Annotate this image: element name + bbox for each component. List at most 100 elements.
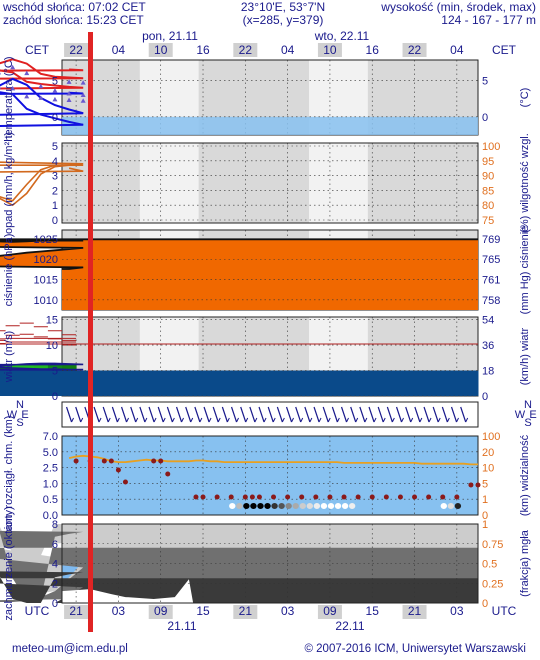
wind-arrow-head xyxy=(428,417,432,423)
wind-arrow-head xyxy=(171,417,175,423)
top-hour-label: 22 xyxy=(239,43,253,57)
top-hour-bg xyxy=(317,43,342,57)
bottom-hour-bg xyxy=(233,605,258,619)
tz-bottom-left: UTC xyxy=(25,604,50,618)
wind-arrow xyxy=(130,406,137,423)
day-label-bottom-2: 22.11 xyxy=(335,619,364,633)
visibility-right-tick: 5 xyxy=(482,478,488,490)
compass-e: E xyxy=(529,409,536,421)
wind-arrow xyxy=(194,406,201,423)
fog-dot xyxy=(341,503,349,509)
wind-arrow-head xyxy=(281,417,285,423)
cloud-base-dot xyxy=(256,494,262,500)
tz-bottom-right: UTC xyxy=(492,604,517,618)
precip-left-tick: 5 xyxy=(52,141,58,153)
compass-s: S xyxy=(16,417,23,429)
temperature-min-line xyxy=(0,77,84,127)
top-hour-bg xyxy=(402,43,427,57)
wind-left-tick: 15 xyxy=(46,315,58,327)
humidity-right-tick: 75 xyxy=(482,215,494,227)
wind-arrow-head xyxy=(410,417,414,423)
precip-left-tick: 1 xyxy=(52,200,58,212)
bottom-hour-bg xyxy=(275,605,300,619)
bottom-hour-label: 09 xyxy=(154,604,168,618)
wind-arrow-head xyxy=(401,417,404,423)
cloud-left-tick: 8 xyxy=(52,519,58,531)
fog-dot xyxy=(285,503,292,509)
bottom-hour-label: 21 xyxy=(69,604,83,618)
cloud-base-dot xyxy=(271,494,277,500)
wind-arrow xyxy=(240,406,247,423)
cloud-base-dot xyxy=(214,494,220,500)
bottom-hour-label: 09 xyxy=(323,604,337,618)
cloud-left-tick: 4 xyxy=(52,559,58,571)
wind-arrow-head xyxy=(373,417,377,423)
wind-arrow-head xyxy=(391,417,395,423)
wind-arrow xyxy=(285,406,293,423)
top-hour-label: 10 xyxy=(323,43,337,57)
fog-right-tick: 0.75 xyxy=(482,539,503,551)
bottom-hour-bg xyxy=(444,605,469,619)
sunset-text: zachód słońca: 15:23 CET xyxy=(3,13,144,27)
bottom-hour-label: 15 xyxy=(366,604,380,618)
top-hour-bg xyxy=(444,43,469,57)
ylabel-left: pion. rozciągł. chm. (km) xyxy=(3,416,15,536)
wind-arrow xyxy=(102,406,109,423)
wind-arrow xyxy=(276,406,283,423)
dewpoint-marker xyxy=(52,96,58,102)
cloud-base-dot xyxy=(193,494,199,500)
fog-area xyxy=(62,579,194,603)
wind-arrow-head xyxy=(327,417,331,423)
dewpoint-marker xyxy=(66,90,72,96)
fog-right-tick: 0 xyxy=(482,598,488,610)
fog-dot xyxy=(440,503,447,509)
ylabel-right: (frakcja) mgła xyxy=(519,529,531,597)
wind-arrow xyxy=(386,406,393,423)
wind-arrow-head xyxy=(355,417,359,423)
wind-arrow xyxy=(157,406,164,423)
cloud-base-dot xyxy=(313,494,319,500)
bottom-hour-bg xyxy=(191,605,216,619)
ylabel-left: temperatura (°C) xyxy=(3,56,15,138)
wind-arrow-head xyxy=(126,417,129,423)
compass-n: N xyxy=(16,399,24,411)
compass-w: W xyxy=(7,409,18,421)
pressure-band xyxy=(0,239,478,310)
cloud-base-dot xyxy=(165,471,171,477)
cloudbase-left-tick: 1.0 xyxy=(43,478,58,490)
wind-arrow xyxy=(185,406,192,423)
cloud-base-dot xyxy=(426,494,432,500)
temp-left-tick: 0 xyxy=(52,112,58,124)
wind-arrow xyxy=(313,406,320,423)
altitude-label: wysokość (min, środek, max) xyxy=(380,0,536,14)
wind-arrow-head xyxy=(336,417,340,423)
altitude-values: 124 - 167 - 177 m xyxy=(441,13,536,27)
wind-arrow-head xyxy=(80,417,84,423)
wind-arrow xyxy=(166,406,173,423)
wind-arrow xyxy=(120,406,128,423)
fog-dot xyxy=(236,503,243,509)
footer-email: meteo-um@icm.edu.pl xyxy=(12,643,128,655)
cloud-low-area xyxy=(0,571,478,603)
humidity-right-tick: 85 xyxy=(482,185,494,197)
wind-arrow-head xyxy=(346,417,349,423)
wind-arrow xyxy=(75,406,82,423)
wind-arrow-head xyxy=(208,417,212,423)
wind-arrow xyxy=(432,406,439,423)
wind-arrow xyxy=(267,406,274,423)
dewpoint-marker xyxy=(24,70,30,76)
cloud-base-dot xyxy=(412,494,418,500)
wind-left-tick: 5 xyxy=(52,366,58,378)
cloud-base-dot xyxy=(440,494,446,500)
wind-arrow-head xyxy=(181,417,184,423)
fog-dot xyxy=(243,503,250,509)
temp-right-tick: 0 xyxy=(482,112,488,124)
precip-left-tick: 2 xyxy=(52,185,58,197)
fog-right-tick: 1 xyxy=(482,519,488,531)
cloudbase-left-tick: 7.0 xyxy=(43,431,58,443)
wind-arrow-head xyxy=(419,417,423,423)
bottom-hour-bg xyxy=(148,605,173,619)
cloud-base-dot xyxy=(355,494,361,500)
compass-w: W xyxy=(515,409,526,421)
